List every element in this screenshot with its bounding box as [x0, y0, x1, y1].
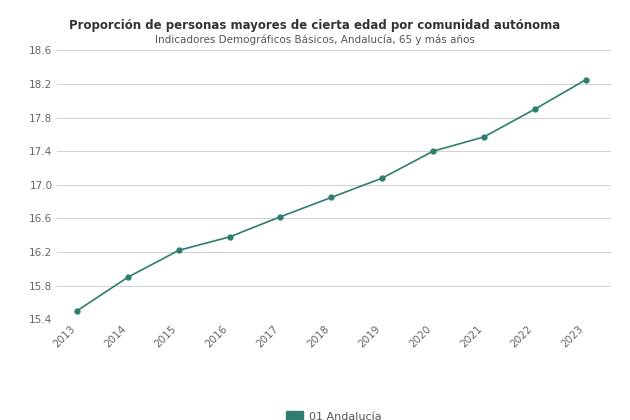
Text: Indicadores Demográficos Básicos, Andalucía, 65 y más años: Indicadores Demográficos Básicos, Andalu…	[155, 34, 475, 45]
Text: Proporción de personas mayores de cierta edad por comunidad autónoma: Proporción de personas mayores de cierta…	[69, 19, 561, 32]
Legend: 01 Andalucía: 01 Andalucía	[282, 406, 386, 420]
